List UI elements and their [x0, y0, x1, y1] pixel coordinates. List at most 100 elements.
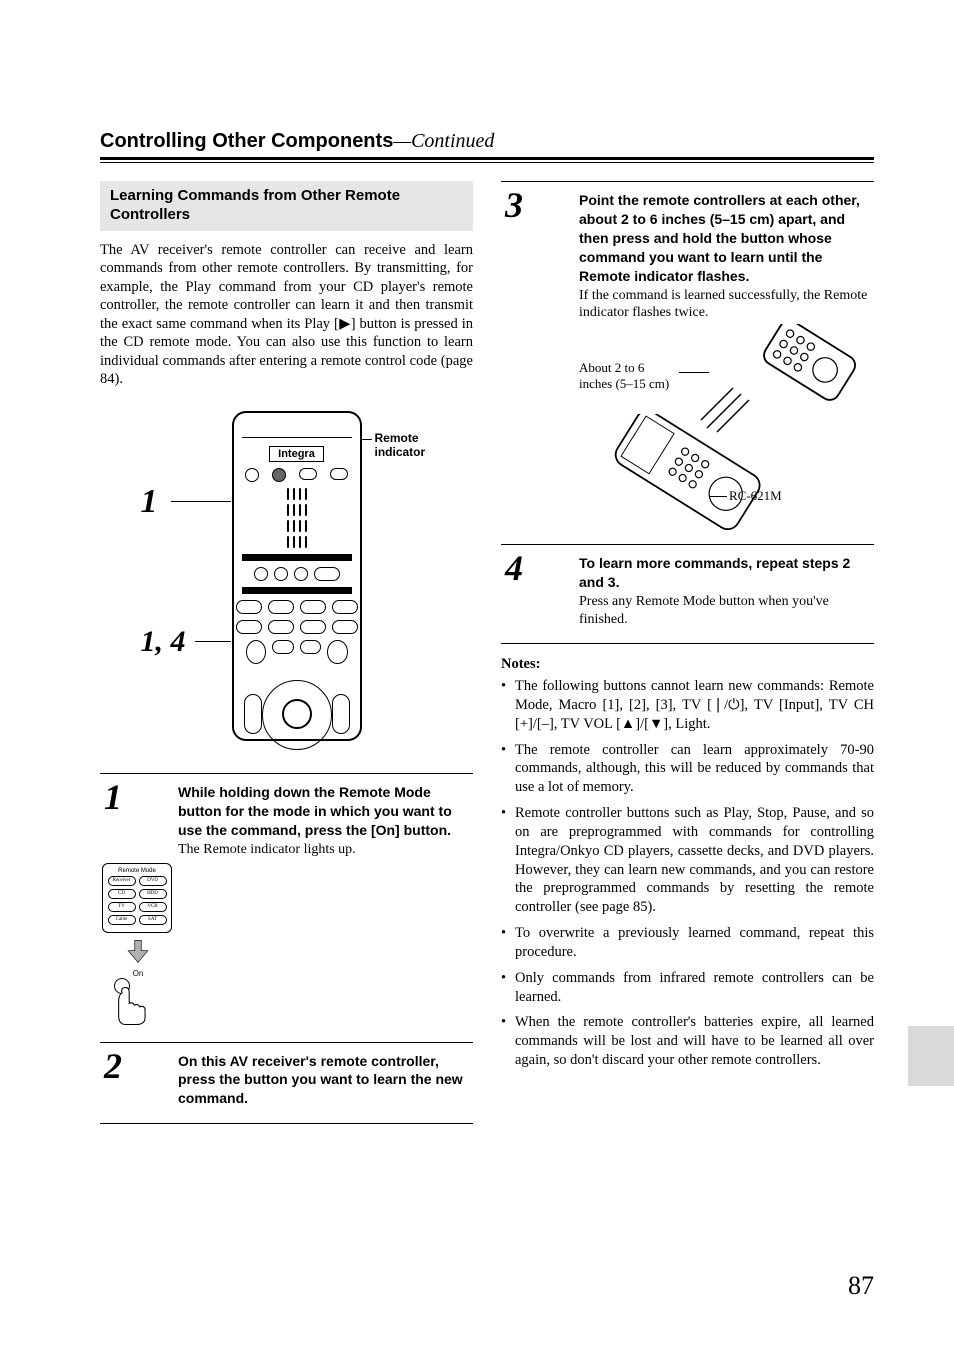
on-button — [245, 468, 259, 482]
key — [305, 520, 307, 532]
mode-dvd — [268, 600, 294, 614]
hand-press-figure — [108, 978, 168, 1028]
page-title-bold: Controlling Other Components — [100, 130, 393, 152]
mode-btn: TV — [108, 902, 136, 912]
step-1-number: 1 — [104, 776, 122, 818]
top-row — [242, 468, 352, 482]
key — [299, 488, 301, 500]
step-1-figure: Remote Mode ReceiverDVD CDHDD TVVCR Cabl… — [102, 863, 174, 1028]
dpad-ring — [262, 680, 332, 750]
note-item: The following buttons cannot learn new c… — [501, 677, 874, 734]
brand-label: Integra — [269, 446, 324, 462]
key — [287, 488, 289, 500]
step-1: 1 While holding down the Remote Mode but… — [100, 773, 473, 1042]
remote-ir-window — [242, 431, 352, 438]
mode-cd — [300, 600, 326, 614]
key — [299, 504, 301, 516]
step-2-number: 2 — [104, 1045, 122, 1087]
step-1-plain: The Remote indicator lights up. — [178, 842, 356, 857]
mode-btn: Cable — [108, 915, 136, 925]
step-3-bold: Point the remote controllers at each oth… — [579, 192, 860, 284]
step-3-figure: About 2 to 6 inches (5–15 cm) — [579, 330, 874, 530]
callout-line — [679, 372, 709, 373]
mode-tv — [236, 620, 262, 634]
mode-sat — [332, 620, 358, 634]
remote-model-label: RC-621M — [729, 488, 782, 505]
zone2-btn — [314, 567, 340, 581]
mode-cable — [300, 620, 326, 634]
step-2-body: On this AV receiver's remote controller,… — [178, 1053, 473, 1110]
step-4-number: 4 — [505, 547, 523, 589]
page: Controlling Other Components—Continued L… — [0, 0, 954, 1351]
macro-row — [254, 567, 340, 581]
tv-btn2 — [330, 468, 348, 480]
step-3-body: Point the remote controllers at each oth… — [579, 192, 874, 530]
callout-line — [709, 496, 727, 497]
keypad — [283, 488, 311, 548]
right-column: 3 Point the remote controllers at each o… — [501, 181, 874, 1124]
callout-line — [171, 501, 231, 503]
callout-1-4: 1, 4 — [141, 625, 186, 659]
section-heading: Learning Commands from Other Remote Cont… — [100, 181, 473, 231]
key — [305, 504, 307, 516]
remote-indicator-text: Remote indicator — [375, 431, 426, 459]
mode-receiver — [236, 600, 262, 614]
hand-icon — [108, 984, 168, 1028]
note-item: When the remote controller's batteries e… — [501, 1013, 874, 1070]
remote-mode-strip — [242, 587, 352, 594]
key — [293, 504, 295, 516]
step-4-plain: Press any Remote Mode button when you've… — [579, 594, 829, 627]
note-item: The remote controller can learn approxim… — [501, 741, 874, 798]
mode-row-1 — [236, 600, 358, 614]
sleep-btn — [327, 640, 347, 664]
note-item: Only commands from infrared remote contr… — [501, 969, 874, 1007]
page-title: Controlling Other Components—Continued — [100, 130, 874, 153]
mode-vcr — [268, 620, 294, 634]
step-4-bold: To learn more commands, repeat steps 2 a… — [579, 555, 850, 590]
step-2-bold: On this AV receiver's remote controller,… — [178, 1053, 463, 1107]
macro-btn — [254, 567, 268, 581]
dpad — [252, 674, 342, 731]
key — [293, 520, 295, 532]
macro-btn — [274, 567, 288, 581]
key — [293, 488, 295, 500]
step-1-body: While holding down the Remote Mode butto… — [178, 784, 473, 859]
key — [305, 536, 307, 548]
remote-body: Integra — [232, 411, 362, 741]
note-item: To overwrite a previously learned comman… — [501, 924, 874, 962]
notes-title: Notes: — [501, 656, 874, 673]
step-4: 4 To learn more commands, repeat steps 2… — [501, 544, 874, 644]
arrow-down-icon — [120, 939, 156, 965]
mode-btn: Receiver — [108, 876, 136, 886]
distance-label: About 2 to 6 inches (5–15 cm) — [579, 360, 679, 391]
callout-1: 1 — [141, 483, 158, 521]
key — [305, 488, 307, 500]
tv-btn — [299, 468, 317, 480]
key — [287, 536, 289, 548]
step-1-bold: While holding down the Remote Mode butto… — [178, 784, 452, 838]
key — [299, 520, 301, 532]
key — [287, 520, 289, 532]
on-label: On — [102, 969, 174, 978]
dimmer-row — [242, 640, 352, 664]
input-selector-strip — [242, 554, 352, 561]
page-title-continued: —Continued — [393, 130, 494, 152]
columns: Learning Commands from Other Remote Cont… — [100, 181, 874, 1124]
standby-button — [272, 468, 286, 482]
ch-rocker — [244, 694, 262, 734]
page-number: 87 — [848, 1271, 874, 1301]
remote-mode-title: Remote Mode — [106, 868, 168, 874]
remote-indicator-label: Remote indicator — [375, 431, 427, 460]
mode-btn: CD — [108, 889, 136, 899]
thumb-tab — [908, 1026, 954, 1086]
mode-btn: VCR — [139, 902, 167, 912]
macro-btn — [294, 567, 308, 581]
key — [293, 536, 295, 548]
menu-btn — [272, 640, 294, 654]
step-4-body: To learn more commands, repeat steps 2 a… — [579, 555, 874, 629]
mode-btn: DVD — [139, 876, 167, 886]
notes-list: The following buttons cannot learn new c… — [501, 677, 874, 1070]
note-item: Remote controller buttons such as Play, … — [501, 804, 874, 917]
remote-diagram: 1 1, 4 Remote indicator Integra — [147, 403, 427, 743]
dimmer-btn — [246, 640, 266, 664]
